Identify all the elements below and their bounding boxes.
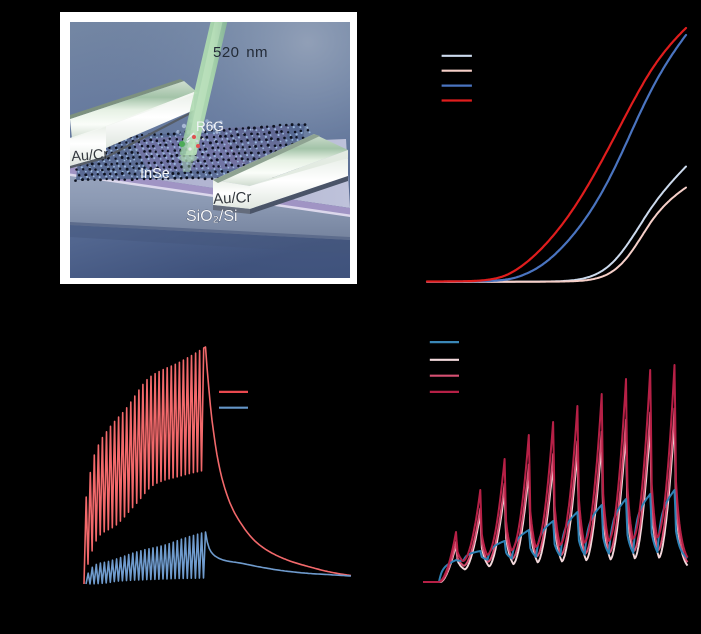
svg-text:R6G: R6G [196, 119, 224, 134]
svg-text:SiO₂/Si: SiO₂/Si [186, 208, 238, 225]
svg-text:Au/Cr: Au/Cr [71, 147, 109, 166]
svg-text:Au/Cr: Au/Cr [213, 189, 252, 208]
svg-text:InSe: InSe [140, 166, 170, 182]
svg-text:520 nm: 520 nm [213, 44, 268, 61]
